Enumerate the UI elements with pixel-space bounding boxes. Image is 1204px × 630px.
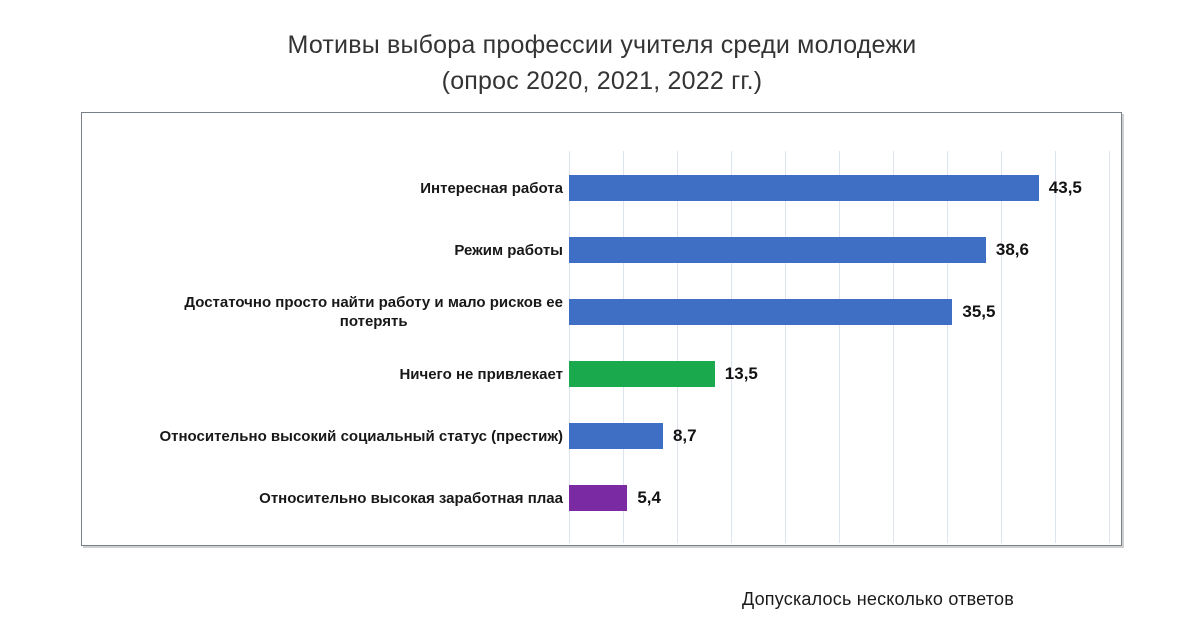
category-label-cell: Ничего не привлекает — [82, 365, 563, 384]
category-label-cell: Относительно высокая заработная плаа — [82, 489, 563, 508]
category-label: Режим работы — [454, 241, 563, 259]
category-label-cell: Относительно высокий социальный статус (… — [82, 427, 563, 446]
bar-cell: 38,6 — [569, 237, 1121, 263]
chart-title-line1: Мотивы выбора профессии учителя среди мо… — [287, 31, 917, 59]
bar — [569, 237, 986, 263]
bar-cell: 43,5 — [569, 175, 1121, 201]
bar-row: Интересная работа 43,5 — [82, 157, 1121, 219]
footnote: Допускалось несколько ответов — [742, 589, 1014, 609]
value-label: 13,5 — [724, 364, 758, 383]
category-label-cell: Режим работы — [82, 241, 563, 260]
category-label: Относительно высокая заработная плаа — [259, 489, 563, 507]
category-label: Достаточно просто найти работу и мало ри… — [184, 294, 563, 330]
bar-row: Относительно высокий социальный статус (… — [82, 405, 1121, 467]
value-label: 5,4 — [637, 488, 661, 507]
bar-cell: 8,7 — [569, 423, 1121, 449]
bar — [569, 485, 628, 511]
bar — [569, 423, 663, 449]
bar — [569, 175, 1039, 201]
category-label: Относительно высокий социальный статус (… — [159, 427, 563, 445]
category-label-cell: Интересная работа — [82, 179, 563, 198]
bar — [569, 361, 715, 387]
bar-cell: 5,4 — [569, 485, 1121, 511]
chart-title-line2: (опрос 2020, 2021, 2022 гг.) — [441, 67, 763, 95]
vertical-gridlines — [569, 151, 1111, 543]
bar-row: Достаточно просто найти работу и мало ри… — [82, 281, 1121, 343]
bar-row: Режим работы 38,6 — [82, 219, 1121, 281]
bar-cell: 13,5 — [569, 361, 1121, 387]
category-label-cell: Достаточно просто найти работу и мало ри… — [82, 293, 563, 331]
value-label: 8,7 — [672, 426, 697, 445]
category-label: Интересная работа — [420, 179, 563, 197]
value-label: 35,5 — [962, 302, 996, 321]
chart-title: Мотивы выбора профессии учителя среди мо… — [0, 27, 1204, 99]
bar-row: Ничего не привлекает 13,5 — [82, 343, 1121, 405]
category-label: Ничего не привлекает — [399, 365, 563, 383]
value-label: 38,6 — [995, 240, 1029, 259]
value-label: 43,5 — [1048, 178, 1082, 197]
bar-row: Относительно высокая заработная плаа 5,4 — [82, 467, 1121, 529]
bar-rows: Интересная работа 43,5 Режим работы 38,6 Дос… — [82, 157, 1121, 529]
plot-area: Интересная работа 43,5 Режим работы 38,6 Дос… — [81, 112, 1122, 546]
bar — [569, 299, 953, 325]
bar-cell: 35,5 — [569, 299, 1121, 325]
